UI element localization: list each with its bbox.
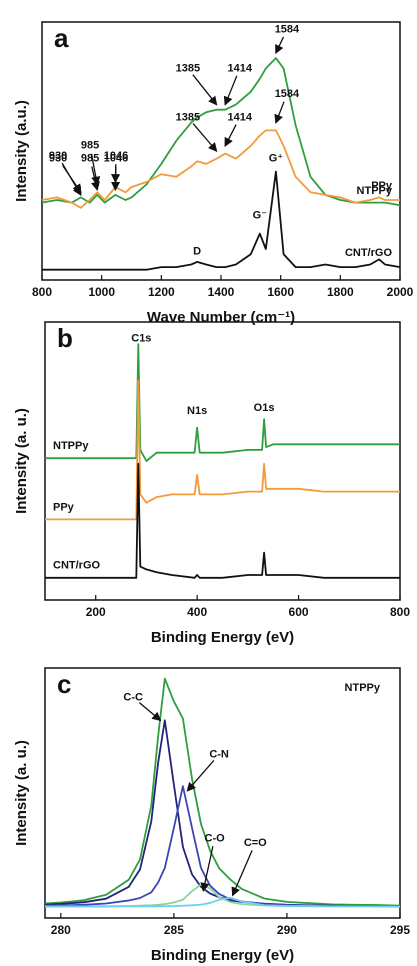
- annotation-arrow: [138, 702, 162, 722]
- annotation: 1046: [104, 153, 128, 165]
- panel-label: a: [54, 23, 69, 53]
- series-line: [44, 677, 401, 907]
- series-label: CNT/rGO: [53, 560, 101, 572]
- annotation: N1s: [187, 405, 207, 417]
- annotation: G⁻: [253, 209, 268, 221]
- annotation: 1385: [176, 111, 200, 123]
- x-tick-label: 800: [32, 285, 52, 299]
- annotation-arrow: [200, 846, 214, 892]
- panel-label: c: [57, 669, 71, 699]
- annotation-arrow: [192, 74, 218, 106]
- annotation: C-C: [123, 691, 143, 703]
- annotation: 1584: [275, 24, 300, 36]
- x-tick-label: 2000: [387, 285, 414, 299]
- x-tick-label: 600: [289, 605, 309, 619]
- y-axis-label: Intensity (a. u.): [13, 408, 30, 514]
- annotation-arrow: [186, 759, 215, 792]
- x-tick-label: 1400: [208, 285, 235, 299]
- x-tick-label: 1800: [327, 285, 354, 299]
- annotation: 930: [49, 153, 67, 165]
- annotation: 1414: [228, 62, 253, 74]
- series-label: CNT/rGO: [345, 247, 393, 259]
- series-line: [41, 57, 401, 207]
- annotation-arrow: [223, 75, 238, 106]
- annotation: C-N: [209, 748, 229, 760]
- y-axis-label: Intensity (a. u.): [13, 740, 30, 846]
- x-tick-label: 200: [86, 605, 106, 619]
- annotation: 1385: [176, 62, 200, 74]
- annotation: O1s: [254, 402, 275, 414]
- x-tick-label: 800: [390, 605, 410, 619]
- y-axis-label: Intensity (a.u.): [13, 100, 30, 202]
- series-label: PPy: [371, 180, 393, 192]
- series-label: NTPPy: [357, 185, 393, 197]
- annotation: C=O: [244, 837, 267, 849]
- series-line: [42, 170, 401, 271]
- annotation: G⁺: [269, 153, 284, 165]
- series-line: [45, 462, 400, 579]
- x-tick-label: 290: [277, 923, 297, 937]
- x-tick-label: 280: [51, 923, 71, 937]
- annotation: C1s: [131, 333, 151, 345]
- annotation: D: [193, 246, 201, 258]
- annotation-arrow: [61, 162, 82, 196]
- series-line: [45, 896, 401, 908]
- x-axis-label: Wave Number (cm⁻¹): [147, 309, 295, 326]
- annotation: 1414: [228, 111, 253, 123]
- annotation: 1584: [275, 88, 300, 100]
- plot-frame: [44, 667, 401, 919]
- plot-frame: [44, 321, 401, 601]
- series-line: [41, 129, 400, 209]
- series-label: NTPPy: [53, 440, 89, 452]
- annotation: C-O: [205, 832, 226, 844]
- x-axis-label: Binding Energy (eV): [151, 947, 294, 964]
- x-tick-label: 1000: [88, 285, 115, 299]
- panel-label: b: [57, 323, 73, 353]
- x-tick-label: 295: [390, 923, 410, 937]
- annotation: 985: [81, 153, 99, 165]
- annotation-arrow: [275, 36, 285, 55]
- x-tick-label: 285: [164, 923, 184, 937]
- series-line: [45, 379, 400, 521]
- x-tick-label: 1200: [148, 285, 175, 299]
- annotation-arrow: [231, 850, 253, 897]
- x-axis-label: Binding Energy (eV): [151, 629, 294, 646]
- series-label: PPy: [53, 501, 75, 513]
- annotation: 1046: [104, 150, 128, 162]
- annotation-arrow: [274, 101, 285, 124]
- x-tick-label: 1600: [267, 285, 294, 299]
- annotation-arrow: [224, 124, 237, 147]
- series-line: [44, 785, 400, 908]
- series-line: [45, 343, 400, 462]
- series-label: NTPPy: [345, 682, 381, 694]
- annotation: 930: [49, 150, 67, 162]
- annotation-arrow: [192, 123, 218, 152]
- x-tick-label: 400: [187, 605, 207, 619]
- annotation-arrow: [90, 153, 101, 186]
- annotation: 985: [81, 140, 99, 152]
